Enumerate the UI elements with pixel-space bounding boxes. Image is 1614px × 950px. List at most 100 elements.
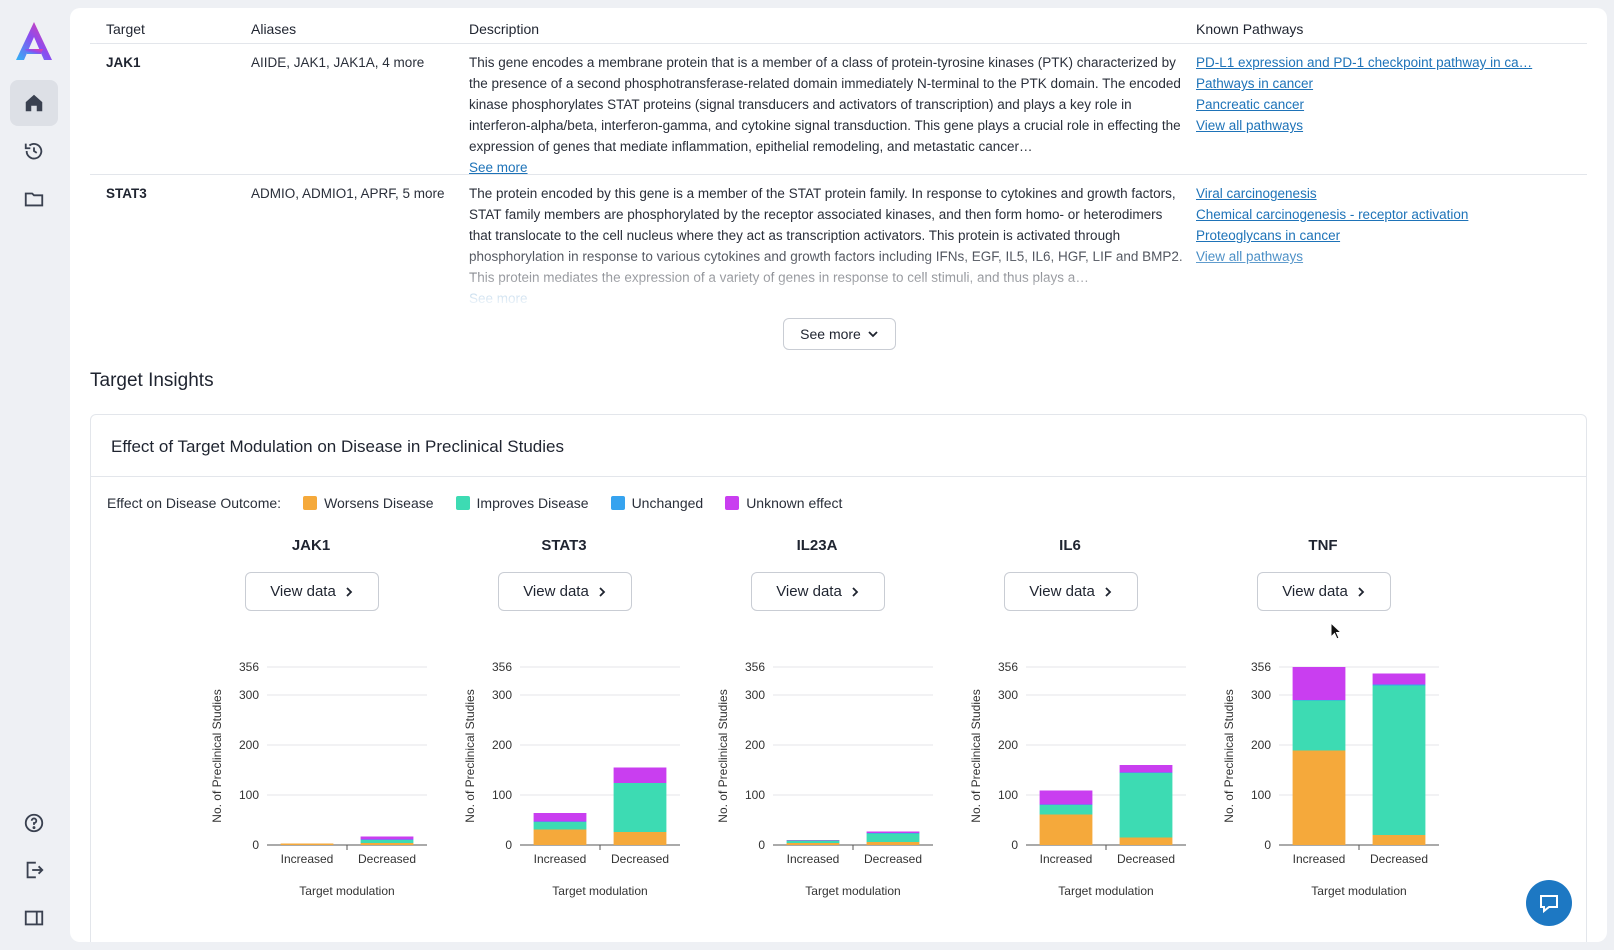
bar-segment [866,842,920,845]
nav-folder[interactable] [10,176,58,222]
target-description: This gene encodes a membrane protein tha… [469,52,1184,178]
y-tick-label: 356 [239,660,259,674]
bar-segment [613,767,667,783]
chart-il23a: IL23A View data 0 100 200 300 356 No. of Precli… [687,535,947,915]
chart-stat3: STAT3 View data 0 100 200 300 356 No. of Precli… [434,535,694,915]
y-tick-label: 200 [1251,738,1271,752]
chat-button[interactable] [1526,880,1572,926]
bar-segment [1039,805,1093,815]
view-data-button[interactable]: View data [1257,572,1391,611]
see-more-button[interactable]: See more [783,318,896,350]
view-data-label: View data [1029,583,1095,600]
bar-segment [1119,837,1173,845]
bar-segment [866,833,920,834]
pathway-link[interactable]: Pancreatic cancer [1196,97,1305,112]
chevron-right-icon [852,586,859,597]
x-tick-label: Increased [534,852,587,866]
mouse-cursor [1330,621,1344,647]
y-tick-label: 200 [998,738,1018,752]
y-tick-label: 300 [998,688,1018,702]
bar-segment [1039,804,1093,805]
y-tick-label: 0 [1011,838,1018,852]
legend-item-label: Worsens Disease [324,495,434,511]
bar-segment [613,832,667,845]
chevron-right-icon [599,586,606,597]
y-tick-label: 300 [745,688,765,702]
chart-title: IL23A [796,537,838,554]
y-axis-label: No. of Preclinical Studies [463,689,477,822]
nav-logout[interactable] [10,847,58,893]
chevron-right-icon [1358,586,1365,597]
view-data-label: View data [1282,583,1348,600]
x-tick-label: Decreased [864,852,922,866]
x-tick-label: Decreased [1370,852,1428,866]
legend-item-worsens: Worsens Disease [303,495,434,511]
view-data-button[interactable]: View data [1004,572,1138,611]
legend-swatch [610,496,625,510]
view-data-button[interactable]: View data [245,572,379,611]
home-icon [25,94,43,112]
pathway-link[interactable]: Viral carcinogenesis [1196,186,1317,201]
folder-icon [24,192,44,207]
legend-item-unchanged: Unchanged [610,495,703,511]
nav-panel[interactable] [10,895,58,941]
header-known-pathways: Known Pathways [1196,21,1304,37]
legend-item-unknown: Unknown effect [725,495,842,511]
bar-segment [1372,685,1426,835]
y-tick-label: 0 [1264,838,1271,852]
bar-segment [1372,835,1426,845]
table-row: STAT3 ADMIO, ADMIO1, APRF, 5 more The pr… [90,175,1587,303]
pathway-link[interactable]: PD-L1 expression and PD-1 checkpoint pat… [1196,55,1533,70]
legend-item-label: Unknown effect [746,495,843,511]
bar-chart: 0 100 200 300 356 No. of Preclinical Studies I… [716,660,933,898]
see-more-link[interactable]: See more [469,291,528,303]
table-row: JAK1 AIIDE, JAK1, JAK1A, 4 more This gen… [90,44,1587,175]
bar-segment [533,821,587,822]
view-all-pathways-link[interactable]: View all pathways [1196,249,1304,264]
logout-icon [26,861,44,879]
bar-segment [1039,814,1093,845]
x-axis-label: Target modulation [552,884,647,898]
nav-history[interactable] [10,128,58,174]
y-tick-label: 100 [492,788,512,802]
y-tick-label: 100 [1251,788,1271,802]
nav-home[interactable] [10,80,58,126]
y-tick-label: 356 [998,660,1018,674]
pathway-link[interactable]: Chemical carcinogenesis - receptor activ… [1196,207,1469,222]
y-axis-label: No. of Preclinical Studies [210,689,224,822]
bar-chart: 0 100 200 300 356 No. of Preclinical Studies I… [1222,660,1439,898]
y-axis-label: No. of Preclinical Studies [1222,689,1236,822]
bar-segment [1292,700,1346,701]
view-data-button[interactable]: View data [751,572,885,611]
bar-segment [533,813,587,822]
chat-icon [1540,895,1558,914]
y-tick-label: 100 [745,788,765,802]
view-all-pathways-link[interactable]: View all pathways [1196,118,1304,133]
chart-legend: Effect on Disease Outcome: Worsens Disea… [107,495,842,511]
x-tick-label: Decreased [1117,852,1175,866]
x-tick-label: Increased [281,852,334,866]
x-tick-label: Increased [787,852,840,866]
y-tick-label: 356 [492,660,512,674]
bar-segment [1292,667,1346,700]
pathway-link[interactable]: Proteoglycans in cancer [1196,228,1341,243]
y-tick-label: 200 [492,738,512,752]
view-data-button[interactable]: View data [498,572,632,611]
insight-header: Effect of Target Modulation on Disease i… [91,415,1586,477]
header-target: Target [106,21,145,37]
x-axis-label: Target modulation [1058,884,1153,898]
y-tick-label: 200 [745,738,765,752]
legend-item-label: Improves Disease [476,495,589,511]
chart-tnf: TNF View data 0 100 200 300 356 No. of Preclini… [1193,535,1453,915]
pathway-link[interactable]: Pathways in cancer [1196,76,1314,91]
insight-card: Effect of Target Modulation on Disease i… [90,414,1587,942]
target-name: JAK1 [106,55,141,70]
bar-segment [1119,772,1173,773]
bar-segment [360,843,414,845]
y-axis-label: No. of Preclinical Studies [716,689,730,822]
chevron-right-icon [346,586,353,597]
app-logo[interactable] [13,20,55,62]
sidebar [0,0,68,950]
legend-swatch [303,496,318,510]
nav-help[interactable] [10,800,58,846]
